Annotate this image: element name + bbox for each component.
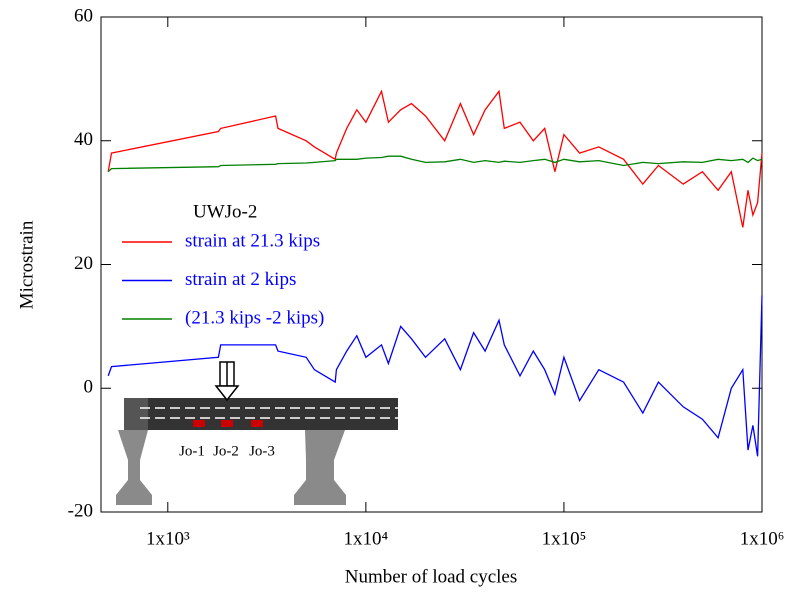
beam-label: Jo-1	[179, 443, 205, 459]
x-tick-label: 1x10⁵	[542, 528, 587, 549]
y-tick-label: 60	[74, 5, 93, 26]
series-line	[107, 155, 763, 173]
legend-label: strain at 2 kips	[185, 269, 296, 290]
legend-label: strain at 21.3 kips	[185, 230, 320, 251]
x-axis-label: Number of load cycles	[345, 566, 518, 587]
y-tick-label: 0	[84, 377, 94, 398]
y-axis-label: Microstrain	[16, 220, 37, 309]
beam-label: Jo-3	[249, 443, 275, 459]
beam-diagram	[116, 361, 398, 505]
legend-title: UWJo-2	[193, 201, 257, 222]
legend-label: (21.3 kips -2 kips)	[185, 307, 324, 328]
x-tick-label: 1x10³	[146, 528, 190, 549]
x-tick-label: 1x10⁴	[344, 528, 389, 549]
beam-label: Jo-2	[213, 443, 239, 459]
series-line	[107, 89, 763, 228]
y-tick-label: -20	[68, 500, 93, 521]
y-tick-label: 20	[74, 253, 93, 274]
series-line	[107, 295, 763, 457]
plot-frame	[100, 16, 763, 513]
x-tick-label: 1x10⁶	[740, 528, 785, 549]
y-tick-label: 40	[74, 129, 93, 150]
